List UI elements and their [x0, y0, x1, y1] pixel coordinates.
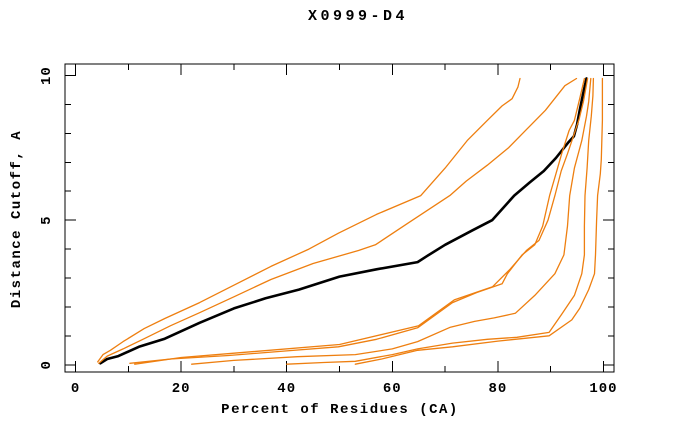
svg-text:0: 0	[71, 381, 80, 397]
curve-orange-2	[98, 77, 578, 364]
x-axis-label: Percent of Residues (CA)	[221, 402, 459, 418]
svg-text:10: 10	[39, 66, 55, 85]
curve-orange-1	[97, 77, 521, 363]
curve-orange-3	[129, 77, 586, 364]
svg-text:80: 80	[488, 381, 507, 397]
svg-text:20: 20	[172, 381, 191, 397]
chart-title: X0999-D4	[307, 8, 408, 25]
svg-text:0: 0	[39, 360, 55, 369]
y-axis-ticks	[65, 75, 614, 366]
svg-text:40: 40	[277, 381, 296, 397]
svg-text:60: 60	[383, 381, 402, 397]
svg-text:5: 5	[39, 215, 55, 224]
curve-orange-4	[134, 77, 589, 365]
svg-text:100: 100	[589, 381, 617, 397]
curve-orange-7	[354, 77, 604, 365]
plot-frame	[64, 63, 615, 373]
x-axis-ticks	[75, 64, 604, 372]
curve-black-reference	[99, 77, 588, 365]
curve-orange-5	[191, 77, 592, 365]
x-tick-labels: 0 20 40 60 80 100	[71, 381, 617, 397]
curve-orange-6	[286, 77, 595, 365]
y-tick-labels: 0 5 10	[39, 66, 55, 369]
